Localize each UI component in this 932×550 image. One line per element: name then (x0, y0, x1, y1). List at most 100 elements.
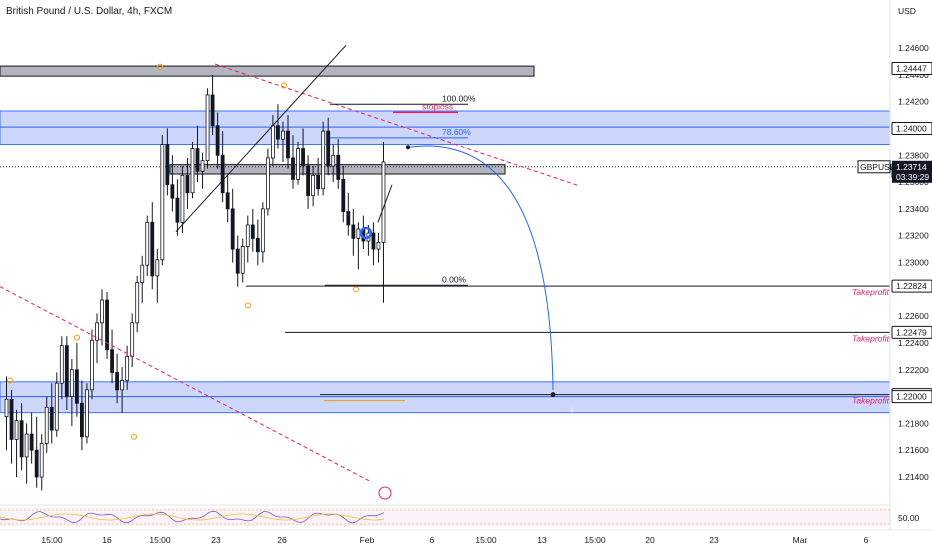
candle-body (311, 174, 316, 196)
candle-body (69, 369, 74, 397)
forecast-end-dot (550, 392, 556, 398)
y-tick-label: 1.23000 (898, 258, 929, 268)
symbol-tag-box (857, 160, 891, 174)
candle-body (110, 349, 114, 373)
y-tick-label: 1.22400 (898, 338, 929, 348)
candle-body (80, 402, 84, 438)
upper-trendline (214, 63, 581, 187)
candle-body (34, 449, 39, 478)
candle-body (64, 345, 69, 397)
candle-body (341, 178, 346, 212)
candle-body (175, 197, 180, 223)
stoploss-label: stoploss (422, 101, 453, 111)
rsi-signal (0, 513, 385, 521)
candle-body (115, 372, 120, 391)
candle-body (44, 406, 49, 444)
candle-body (195, 148, 200, 172)
candle-body (225, 192, 230, 210)
x-tick-label: 13 (537, 535, 547, 545)
candle-body (331, 154, 336, 167)
x-tick-label: 16 (102, 535, 112, 545)
candle-body (150, 221, 155, 277)
candle-body (155, 259, 160, 277)
x-tick-label: 26 (277, 535, 287, 545)
candle-body (371, 232, 376, 250)
y-tick-label: 1.21800 (898, 418, 929, 428)
y-tick-label: 1.23200 (898, 231, 929, 241)
drawings: 100.00% 78.60% 0.00% stoploss Takeprofit1 Tak… (0, 44, 894, 500)
price-axis-bg (890, 0, 932, 550)
arrow-line (377, 184, 393, 223)
symbol-countdown: 03:39:29 (896, 172, 929, 182)
forecast-start-dot (406, 145, 410, 150)
pivot-marker (74, 334, 80, 341)
candle-body (296, 148, 300, 180)
candle-body (200, 160, 205, 172)
candle-body (39, 443, 44, 478)
candle-body (321, 130, 326, 190)
candle-body (291, 157, 295, 180)
candle-body (120, 380, 125, 391)
lower-trendline (0, 286, 373, 483)
price-tag-label: 1.22479 (896, 327, 927, 337)
price-tag-box (891, 279, 932, 293)
x-tick-label: 15:00 (475, 535, 497, 545)
candle-body (100, 299, 104, 324)
candle-body (19, 420, 24, 458)
y-tick-label: 1.22600 (898, 311, 929, 321)
rsi-line (0, 510, 385, 524)
price-tag-label: 1.24447 (896, 64, 927, 74)
symbol-tag-name: GBPUSD (860, 162, 896, 172)
pivot-marker (157, 63, 163, 70)
candle-body (24, 433, 29, 458)
candle-body (4, 398, 9, 418)
candle-body (135, 282, 140, 324)
fib-label: 78.60% (442, 127, 471, 137)
pivot-marker (281, 82, 287, 89)
candle-body (286, 130, 290, 159)
candle-body (90, 339, 94, 391)
price-tag-box (891, 121, 932, 135)
candle-body (105, 299, 109, 351)
price-tag-box (891, 325, 932, 339)
candle-body (346, 211, 351, 226)
candle-body (29, 433, 34, 451)
candle-body (180, 174, 185, 223)
y-tick-label: 1.23800 (898, 150, 929, 160)
time-axis[interactable]: 15:00 16 15:00 23 26 Feb 6 15:00 13 15:00 20 23 Mar 6 (0, 529, 932, 545)
candle-body (170, 184, 175, 199)
candle-body (9, 398, 14, 440)
candle-body (140, 264, 145, 284)
forecast-curve (407, 145, 554, 390)
entry-marker (359, 226, 373, 240)
price-tag-label: 1.22000 (896, 392, 927, 402)
candle-body (326, 130, 331, 167)
candles (4, 74, 386, 491)
fib-label: 100.00% (442, 93, 476, 103)
y-tick-label: 1.21400 (898, 472, 929, 482)
symbol-price: 1.23714 (896, 162, 927, 172)
candle-body (95, 322, 99, 341)
candle-body (306, 165, 310, 196)
candle-body (281, 130, 285, 140)
zones (0, 65, 891, 414)
y-tick-label: 1.24200 (898, 97, 929, 107)
rsi-axis-label: 50.00 (898, 513, 920, 523)
candle-body (240, 246, 245, 274)
y-tick-label: 1.21600 (898, 445, 929, 455)
candle-body (74, 369, 79, 404)
takeprofit-label: Takeprofit1 (852, 287, 894, 297)
candle-body (235, 248, 240, 274)
price-axis[interactable]: USD1.246001.244001.242001.240001.238001.… (857, 0, 932, 550)
x-tick-label: 6 (430, 535, 435, 545)
candle-body (85, 389, 89, 438)
price-tag-box (891, 390, 932, 404)
price-tag-label: 1.24000 (896, 123, 927, 133)
channel-line (175, 44, 347, 233)
candle-body (130, 322, 135, 357)
candle-body (220, 154, 225, 194)
candle-body (145, 221, 150, 266)
candle-body (185, 174, 190, 194)
candle-body (265, 157, 270, 210)
